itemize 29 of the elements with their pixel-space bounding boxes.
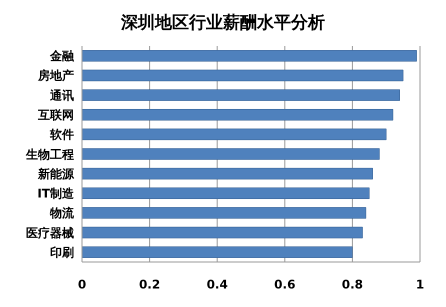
y-tick-label: 生物工程 xyxy=(25,147,74,162)
y-tick-label: IT制造 xyxy=(37,186,75,201)
y-tick-label: 物流 xyxy=(49,206,75,220)
bar xyxy=(82,108,394,120)
bar xyxy=(82,128,386,140)
x-tick-label: 0.4 xyxy=(206,278,228,292)
chart-title: 深圳地区行业薪酬水平分析 xyxy=(120,12,326,35)
y-tick-label: 印刷 xyxy=(50,245,74,260)
bar xyxy=(82,246,353,258)
x-tick-label: 1 xyxy=(416,278,424,292)
x-tick-label: 0.8 xyxy=(342,278,364,292)
y-tick-label: 新能源 xyxy=(37,166,75,181)
y-tick-label: 通讯 xyxy=(49,88,74,102)
bar xyxy=(82,50,417,62)
bar xyxy=(82,207,366,219)
y-tick-label: 互联网 xyxy=(37,108,74,122)
x-tick-label: 0.2 xyxy=(138,278,160,292)
y-tick-label: 软件 xyxy=(49,128,74,142)
x-tick-label: 0.6 xyxy=(274,278,296,292)
x-tick-label: 0 xyxy=(78,278,86,292)
bar xyxy=(82,188,370,200)
y-tick-label: 医疗器械 xyxy=(26,226,74,240)
bar xyxy=(82,89,400,101)
y-tick-label: 金融 xyxy=(49,49,75,64)
y-tick-label: 房地产 xyxy=(37,68,74,83)
bar xyxy=(82,168,373,180)
bar xyxy=(82,70,404,82)
bar xyxy=(82,226,363,238)
bar xyxy=(82,148,380,160)
